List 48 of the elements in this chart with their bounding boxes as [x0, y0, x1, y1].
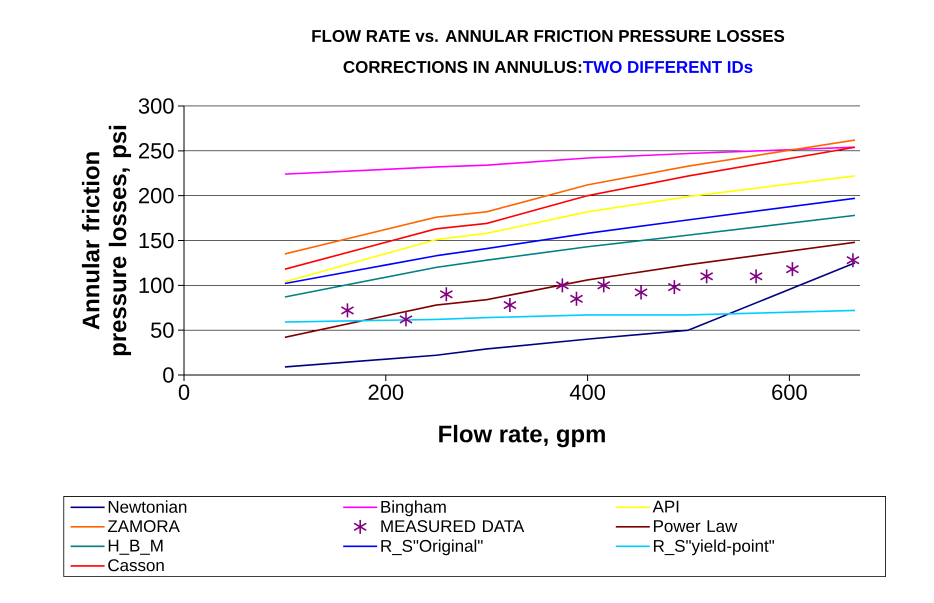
point — [667, 279, 682, 295]
legend-label: R_S"yield-point" — [654, 539, 774, 556]
y-tick-label: 200 — [139, 188, 174, 204]
legend-label: Casson — [108, 559, 164, 572]
legend-label: Newtonian — [108, 500, 186, 513]
y-tick-label: 250 — [139, 143, 174, 159]
text: TWO DIFFERENT IDs — [583, 60, 752, 73]
point — [596, 278, 611, 294]
line-series — [284, 139, 856, 255]
legend-label: Power Law — [654, 520, 738, 532]
point — [503, 297, 517, 313]
y-tick-label: 300 — [138, 98, 174, 114]
point — [399, 312, 413, 328]
legend-label: ZAMORA — [108, 520, 180, 532]
line-series — [284, 146, 856, 175]
point — [786, 261, 800, 277]
line-series — [284, 241, 856, 338]
line-series — [284, 146, 856, 270]
chart-title: FLOW RATE vs. ANNULAR FRICTION PRESSURE LOSSES — [312, 30, 784, 42]
y-axis-title: Annular friction pressure losses, psi — [82, 126, 132, 356]
point — [700, 268, 714, 284]
legend-label: H_B_M — [108, 540, 162, 555]
line-series — [284, 310, 856, 323]
point — [340, 302, 354, 318]
line-series — [284, 198, 856, 284]
x-tick-label: 0 — [178, 384, 190, 400]
y-tick-label: 50 — [150, 322, 174, 338]
point — [846, 252, 860, 268]
legend-label: R_S"Original" — [381, 539, 483, 556]
x-tick-label: 400 — [570, 384, 605, 400]
y-tick-label: 150 — [140, 232, 174, 248]
legend-label: Bingham — [381, 500, 446, 516]
y-tick-label: 0 — [163, 367, 174, 383]
point — [556, 278, 570, 294]
point — [634, 284, 648, 300]
point — [439, 286, 454, 302]
chart-subtitle: CORRECTIONS IN ANNULUS: — [344, 60, 582, 73]
line-series — [284, 214, 856, 298]
line-series — [284, 175, 856, 283]
legend-label: API — [652, 500, 678, 512]
line-series — [284, 262, 856, 368]
x-tick-label: 600 — [772, 384, 807, 400]
x-axis-title: Flow rate, gpm — [439, 424, 605, 448]
point — [749, 268, 763, 284]
legend-label: MEASURED DATA — [381, 520, 524, 532]
x-tick-label: 200 — [368, 384, 404, 400]
point — [570, 290, 584, 307]
y-tick-label: 100 — [140, 278, 174, 294]
